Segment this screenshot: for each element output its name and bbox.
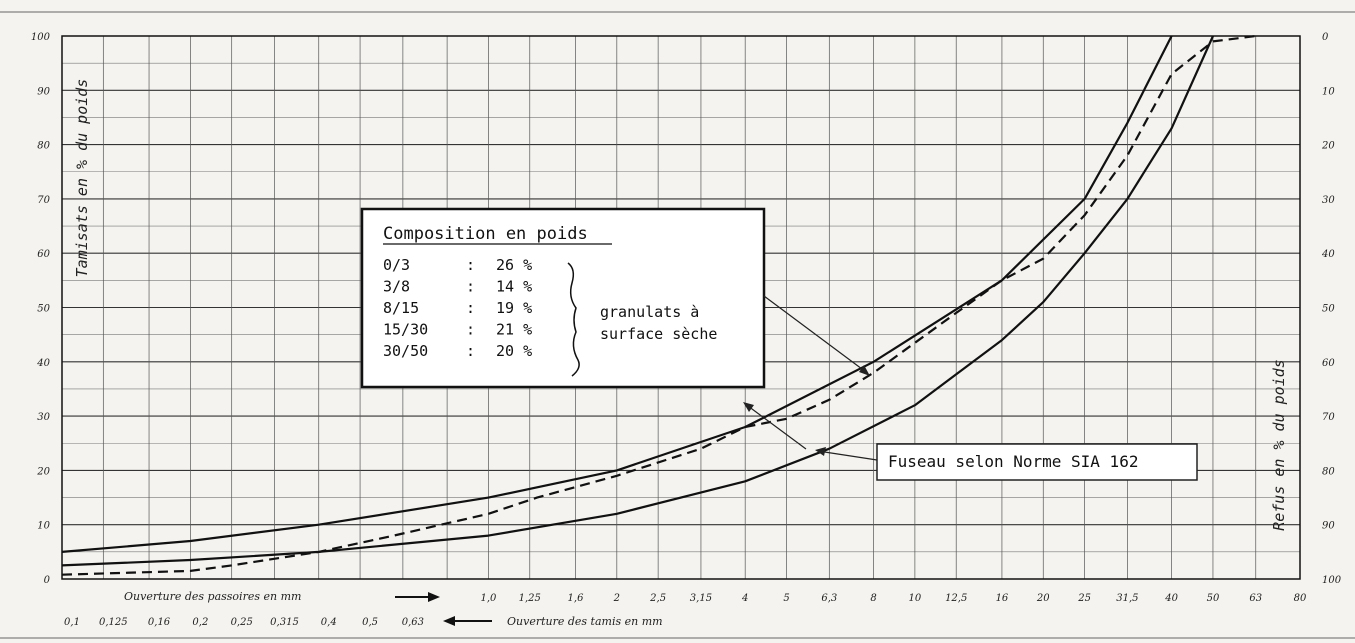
right-axis-title: Refus en % du poids: [1270, 359, 1288, 531]
x-bottom-tick: 0,2: [192, 617, 208, 628]
x-top-tick: 2: [613, 593, 620, 604]
composition-fraction: 15/30: [383, 321, 428, 339]
x-top-tick: 10: [909, 593, 922, 604]
y-right-tick: 100: [1322, 575, 1342, 586]
composition-box: Composition en poids 0/3: 26 % 3/8: 14 % 8/1…: [360, 207, 870, 389]
x-bottom-tick: 0,125: [99, 617, 128, 628]
y-left-tick: 100: [31, 32, 51, 43]
composition-separator: :: [466, 342, 475, 360]
tamis-axis-title: Ouverture des tamis en mm: [507, 615, 663, 628]
fuseau-leader-line: [817, 450, 878, 461]
y-right-tick: 50: [1322, 304, 1335, 315]
composition-leader-arrow: [859, 365, 870, 376]
passoires-axis-title: Ouverture des passoires en mm: [124, 590, 301, 603]
y-left-tick: 60: [37, 249, 50, 260]
composition-value: 26 %: [496, 256, 532, 274]
composition-separator: :: [466, 299, 475, 317]
y-left-tick: 70: [37, 195, 50, 206]
composition-title: Composition en poids: [383, 224, 588, 244]
x-top-tick: 3,15: [690, 593, 712, 604]
left-axis-title: Tamisats en % du poids: [73, 79, 91, 278]
tick-labels: 1009080706050403020100010203040506070809…: [31, 32, 1342, 628]
plot-frame: [61, 35, 1301, 580]
x-top-tick: 12,5: [945, 593, 967, 604]
x-bottom-tick: 0,315: [270, 617, 299, 628]
x-bottom-tick: 0,25: [231, 617, 253, 628]
x-top-tick: 20: [1036, 593, 1050, 604]
x-bottom-tick: 0,4: [321, 617, 337, 628]
x-top-tick: 80: [1294, 593, 1307, 604]
x-top-tick: 4: [741, 593, 748, 604]
x-bottom-tick: 0,5: [362, 617, 378, 628]
composition-separator: :: [466, 256, 475, 274]
x-top-tick: 5: [783, 593, 789, 604]
composition-fraction: 0/3: [383, 256, 410, 274]
y-right-tick: 90: [1322, 521, 1335, 532]
composition-separator: :: [466, 321, 475, 339]
envelope-curve-2: [61, 35, 1215, 567]
y-right-tick: 20: [1321, 141, 1335, 152]
x-top-tick: 31,5: [1116, 593, 1138, 604]
x-bottom-tick: 0,16: [148, 617, 171, 628]
fuseau-label-box: [876, 443, 1198, 481]
x-top-tick: 1,0: [480, 593, 497, 604]
composition-note-line2: surface sèche: [600, 325, 717, 343]
y-right-tick: 80: [1322, 466, 1335, 477]
composition-note-line1: granulats à: [600, 303, 699, 321]
y-left-tick: 50: [37, 304, 50, 315]
y-left-tick: 30: [37, 412, 50, 423]
composition-fraction: 8/15: [383, 299, 419, 317]
y-right-tick: 30: [1322, 195, 1335, 206]
composition-value: 19 %: [496, 299, 532, 317]
y-right-tick: 60: [1322, 358, 1335, 369]
x-bottom-tick: 0,1: [64, 617, 80, 628]
y-right-tick: 70: [1322, 412, 1335, 423]
x-top-tick: 2,5: [649, 593, 666, 604]
y-left-tick: 40: [36, 358, 50, 369]
y-left-tick: 90: [37, 86, 50, 97]
composition-value: 14 %: [496, 278, 532, 296]
y-left-tick: 10: [37, 521, 50, 532]
fuseau-annotation: Fuseau selon Norme SIA 162: [743, 402, 1198, 481]
composition-box-frame: [360, 207, 766, 389]
tamis-arrow: [443, 616, 492, 626]
x-top-tick: 16: [996, 593, 1009, 604]
grading-curve-dashed: [61, 34, 1256, 576]
x-bottom-tick: 0,63: [402, 617, 424, 628]
passoires-arrow: [395, 592, 440, 602]
y-right-tick: 10: [1322, 86, 1335, 97]
composition-value: 20 %: [496, 342, 532, 360]
x-top-tick: 25: [1077, 593, 1091, 604]
fuseau-leader-arrow-2: [743, 402, 754, 412]
fuseau-label: Fuseau selon Norme SIA 162: [888, 452, 1138, 471]
x-top-tick: 8: [870, 593, 876, 604]
composition-value: 21 %: [496, 321, 532, 339]
composition-leader-line: [763, 295, 867, 373]
envelope-curve-1: [61, 35, 1173, 553]
series-group: [61, 34, 1256, 576]
y-right-tick: 0: [1322, 32, 1329, 43]
y-right-tick: 40: [1321, 249, 1335, 260]
composition-fraction: 30/50: [383, 342, 428, 360]
y-left-tick: 80: [37, 141, 50, 152]
composition-fraction: 3/8: [383, 278, 410, 296]
y-left-tick: 20: [36, 466, 50, 477]
fuseau-leader-arrow: [815, 447, 826, 456]
composition-rows: 0/3: 26 % 3/8: 14 % 8/15: 19 % 15/30: 21 % 30/50…: [383, 256, 532, 360]
x-top-tick: 50: [1207, 593, 1220, 604]
x-top-tick: 40: [1164, 593, 1178, 604]
fuseau-leader-line-2: [747, 405, 807, 450]
composition-brace: [567, 262, 580, 377]
y-left-tick: 0: [44, 575, 51, 586]
composition-separator: :: [466, 278, 475, 296]
x-top-tick: 63: [1249, 593, 1262, 604]
x-top-tick: 6,3: [821, 593, 837, 604]
x-top-tick: 1,25: [519, 593, 541, 604]
x-top-tick: 1,6: [568, 593, 585, 604]
